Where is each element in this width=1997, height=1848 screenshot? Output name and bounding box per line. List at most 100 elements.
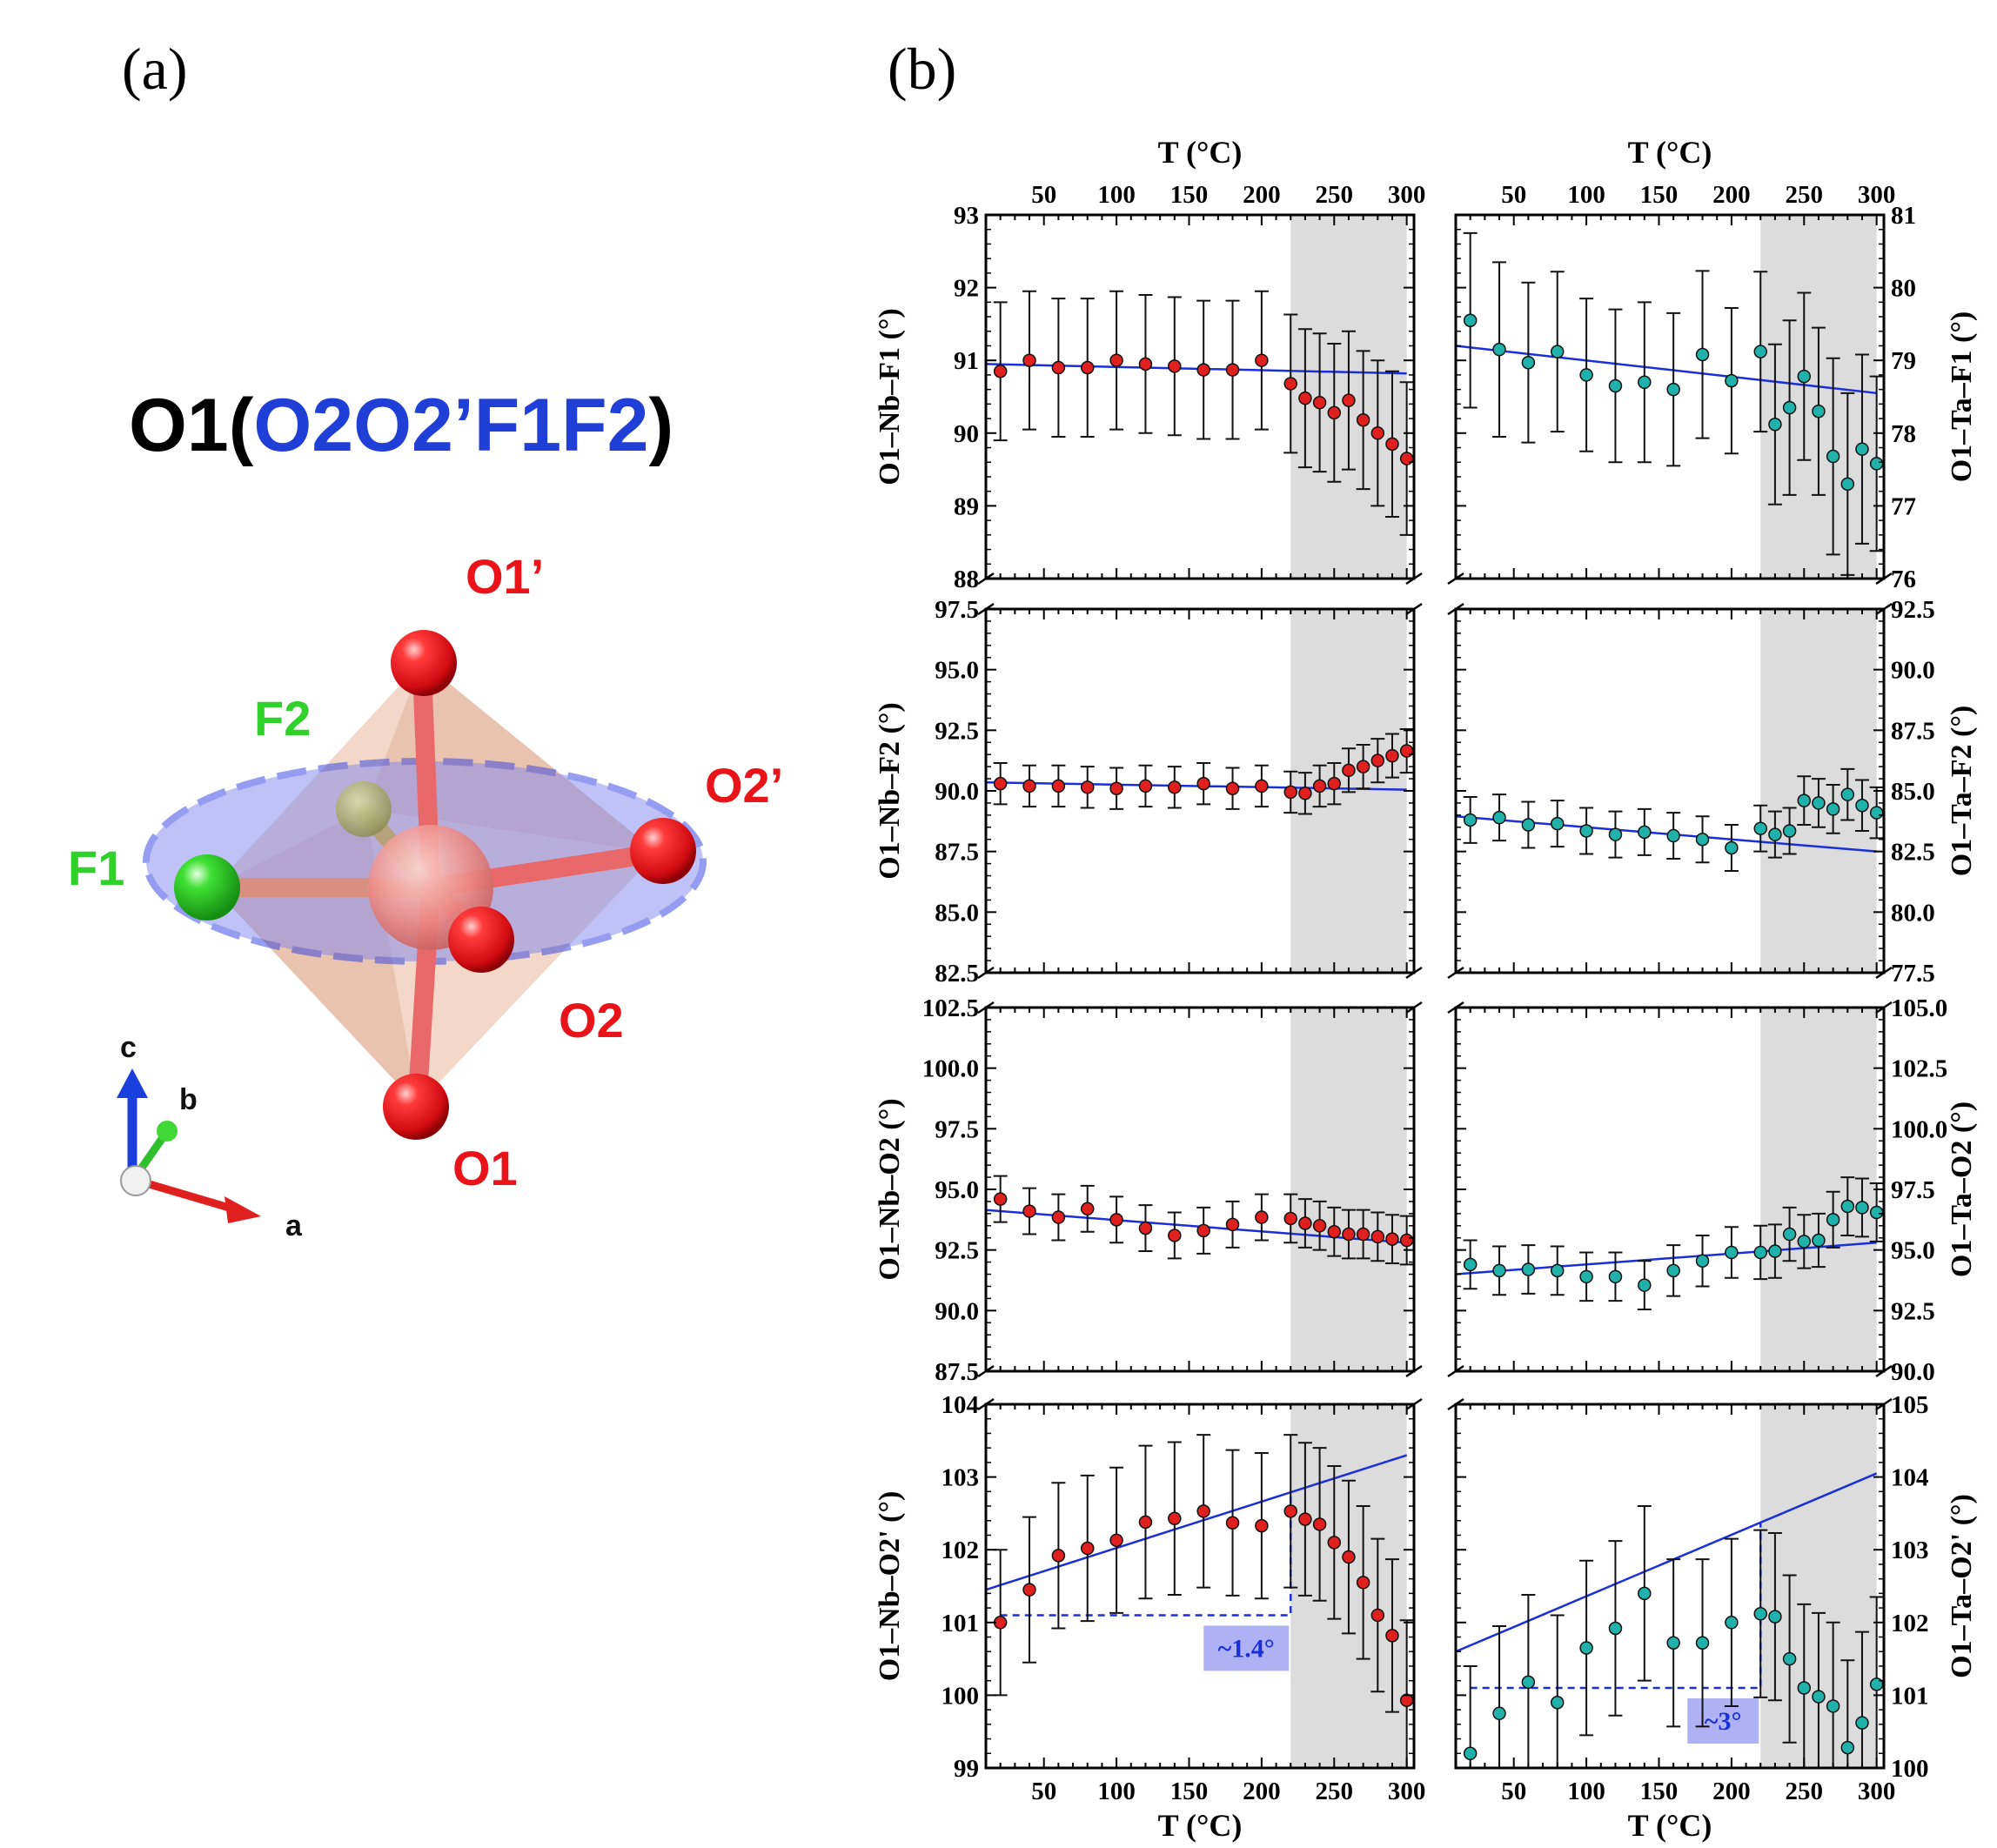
y-tick-label: 78: [1891, 420, 1916, 448]
data-point: [1812, 796, 1826, 810]
chart-panel-right-0: 76 77 78 79 80 81 O1–Ta–F1 (°) 50 100 150 200 250 30…: [1447, 135, 1978, 593]
bottom-x-tick-label: 200: [1712, 1778, 1751, 1805]
data-point: [1855, 442, 1869, 456]
data-point: [1080, 1202, 1095, 1216]
data-point: [1385, 1629, 1399, 1643]
data-point: [1356, 413, 1370, 427]
shaded-transition-region: [1290, 1008, 1407, 1371]
y-tick-label: 92.5: [1891, 596, 1935, 624]
data-point: [1255, 353, 1269, 367]
plot-frame: [1454, 213, 1886, 580]
y-tick-label: 100.0: [922, 1055, 979, 1083]
annotation-box: [1687, 1698, 1759, 1744]
chart-panel-right-1: 77.5 80.0 82.5 85.0 87.5 90.0 92.5 O1–Ta–F2 (°): [1447, 596, 1978, 988]
data-point: [1283, 377, 1297, 391]
y-axis-label: O1–Ta–O2 (°): [1946, 1101, 1978, 1277]
data-point: [1638, 1586, 1652, 1601]
data-point: [1521, 1675, 1536, 1690]
structure-title: O1(O2O2’F1F2): [129, 383, 673, 469]
y-tick-label: 102: [1891, 1610, 1929, 1637]
data-point: [1080, 360, 1095, 375]
data-point: [1022, 1583, 1036, 1597]
label-f2: F2: [254, 691, 312, 746]
top-x-axis-title: T (°C): [1158, 135, 1243, 170]
top-x-tick-label: 200: [1712, 181, 1751, 209]
data-point: [1463, 313, 1478, 327]
data-point: [1385, 437, 1399, 452]
axis-break: [1405, 1364, 1423, 1378]
data-point: [1753, 1607, 1767, 1621]
data-point: [1869, 806, 1884, 820]
data-point: [1797, 369, 1812, 384]
data-point: [1608, 1269, 1623, 1284]
data-point: [1638, 825, 1652, 840]
bottom-x-axis-title: T (°C): [1158, 1808, 1243, 1843]
axis-break: [1405, 1397, 1423, 1411]
data-point: [1579, 1269, 1593, 1284]
data-point: [1550, 1696, 1565, 1710]
data-point: [1840, 1740, 1855, 1755]
data-point: [1579, 824, 1593, 838]
data-point: [1768, 418, 1782, 432]
y-tick-label: 104: [1891, 1464, 1929, 1492]
top-x-tick-label: 50: [1501, 181, 1526, 209]
data-point: [1283, 785, 1297, 800]
data-point: [1168, 359, 1182, 373]
atom-f2: [336, 781, 392, 837]
data-point: [1753, 1245, 1767, 1260]
data-point: [1753, 345, 1767, 358]
data-point: [1725, 840, 1739, 855]
data-point: [1196, 363, 1210, 377]
axis-break: [1405, 602, 1423, 616]
y-tick-label: 92.5: [935, 717, 979, 745]
axis-break: [1447, 966, 1464, 980]
axis-break: [1875, 1364, 1893, 1378]
data-point: [1840, 1199, 1855, 1214]
crystal-axes: [117, 1068, 261, 1223]
data-point: [1638, 1278, 1652, 1292]
chart-panel-left-1: 82.5 85.0 87.5 90.0 92.5 95.0 97.5 O1–Nb–F2 (°): [874, 596, 1423, 988]
y-tick-label: 80: [1891, 275, 1916, 303]
y-axis-label: O1–Ta–F2 (°): [1946, 706, 1978, 877]
data-point: [1109, 353, 1123, 367]
data-point: [1225, 781, 1240, 795]
y-tick-label: 82.5: [935, 960, 979, 988]
data-point: [1666, 1636, 1680, 1650]
data-point: [1521, 355, 1536, 370]
data-point: [1342, 1550, 1356, 1564]
data-point: [1782, 400, 1797, 415]
data-point: [1051, 1549, 1066, 1563]
data-point: [1579, 368, 1593, 382]
atom-o2-prime: [630, 818, 696, 884]
data-point: [1356, 1576, 1370, 1590]
axis-a-label: a: [285, 1209, 302, 1242]
y-axis-label: O1–Nb–O2 (°): [874, 1098, 906, 1280]
y-tick-label: 90.0: [1891, 1358, 1935, 1386]
data-point: [1840, 477, 1855, 492]
data-point: [1608, 1621, 1623, 1636]
data-point: [1812, 1233, 1826, 1248]
y-tick-label: 100.0: [1891, 1115, 1947, 1143]
atom-f1: [174, 854, 240, 921]
y-tick-label: 87.5: [1891, 717, 1935, 745]
y-tick-label: 85.0: [935, 899, 979, 927]
y-tick-label: 102: [942, 1537, 980, 1564]
label-o1: O1: [452, 1141, 518, 1195]
data-point: [1768, 1610, 1782, 1624]
bottom-x-tick-label: 300: [1858, 1778, 1896, 1805]
data-point: [1255, 1210, 1269, 1224]
top-x-tick-label: 200: [1243, 181, 1281, 209]
data-point: [1768, 827, 1782, 841]
data-point: [1196, 776, 1210, 791]
data-point: [1855, 1201, 1869, 1215]
top-x-tick-label: 300: [1388, 181, 1426, 209]
chart-panel-right-3: ~3° 100 101 102 103 104 105 O1–Ta–O2' (°) 50 100 1…: [1447, 1391, 1978, 1843]
data-point: [1255, 1518, 1269, 1533]
data-point: [1797, 1235, 1812, 1249]
y-tick-label: 95.0: [935, 1176, 979, 1204]
annotation-label: ~3°: [1705, 1707, 1742, 1736]
top-x-tick-label: 50: [1031, 181, 1056, 209]
data-point: [1753, 821, 1767, 835]
y-tick-label: 80.0: [1891, 899, 1935, 927]
data-point: [1638, 375, 1652, 390]
